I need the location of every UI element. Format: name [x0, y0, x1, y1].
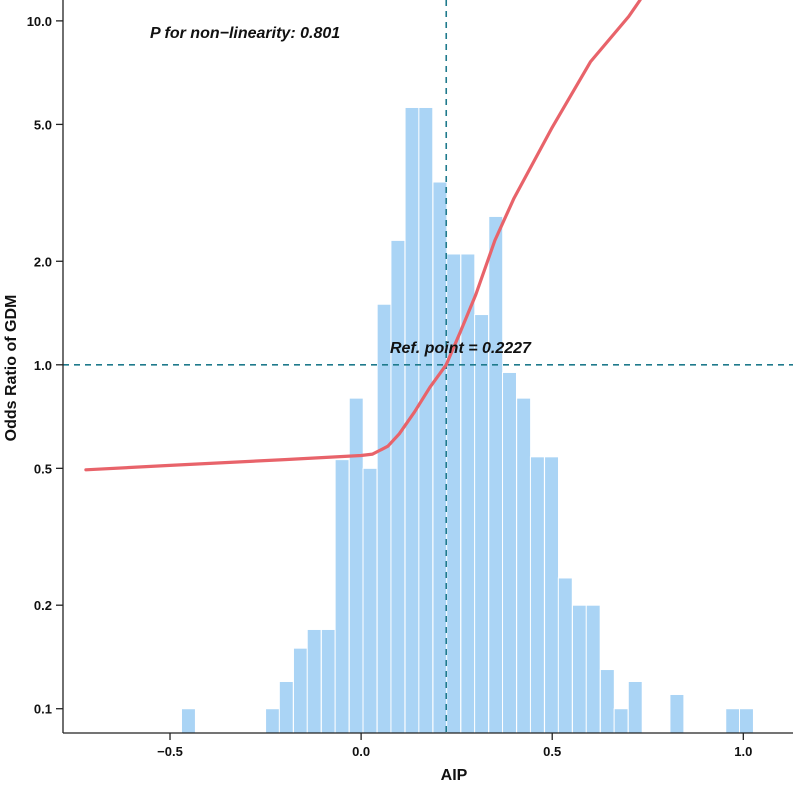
y-axis-title: Odds Ratio of GDM: [3, 295, 20, 442]
x-axis-title: AIP: [441, 767, 468, 784]
histogram-bar: [557, 577, 573, 734]
x-axis-ticks: −0.5 0.0 0.5 1.0: [157, 733, 752, 759]
x-tick-label: 0.5: [543, 744, 561, 759]
histogram-bar: [376, 303, 392, 734]
histogram-bar: [474, 314, 490, 734]
y-tick-label: 0.1: [34, 702, 52, 717]
histogram-bar: [348, 397, 364, 734]
histogram-bar: [502, 371, 517, 734]
odds-ratio-curve: [84, 0, 642, 472]
y-axis-ticks: 0.1 0.2 0.5 1.0 2.0 5.0 10.0: [27, 14, 63, 717]
histogram-bar: [334, 459, 350, 734]
histogram-bar: [446, 253, 462, 734]
histogram-bar: [362, 467, 378, 734]
x-tick-label: −0.5: [157, 744, 183, 759]
histogram-bar: [669, 693, 685, 734]
histogram-bar: [613, 708, 629, 734]
histogram-bar: [278, 680, 294, 734]
y-tick-label: 5.0: [34, 117, 52, 132]
y-tick-label: 0.2: [34, 598, 52, 613]
x-tick-label: 0.0: [352, 744, 370, 759]
histogram-bar: [627, 680, 643, 734]
y-tick-label: 0.5: [34, 461, 52, 476]
histogram-bar: [725, 708, 741, 734]
histogram-bar: [306, 628, 322, 734]
histogram-bar: [432, 181, 448, 734]
y-tick-label: 2.0: [34, 254, 52, 269]
histogram-bar: [390, 239, 406, 734]
x-tick-label: 1.0: [734, 744, 752, 759]
histogram-bar: [738, 708, 754, 734]
histogram-bar: [516, 397, 532, 734]
histogram-bar: [292, 647, 308, 734]
histogram-bars: [180, 106, 754, 734]
histogram-bar: [599, 669, 615, 734]
y-tick-label: 10.0: [27, 14, 52, 29]
histogram-bar: [488, 215, 504, 734]
histogram-bar: [418, 106, 434, 734]
histogram-bar: [544, 456, 560, 734]
histogram-bar: [529, 456, 545, 734]
axes: [62, 0, 793, 734]
histogram-bar: [585, 604, 601, 734]
histogram-bar: [320, 628, 336, 734]
y-tick-label: 1.0: [34, 358, 52, 373]
p-nonlinearity-annotation: P for non−linearity: 0.801: [150, 25, 340, 42]
ref-point-annotation: Ref. point = 0.2227: [390, 340, 532, 357]
histogram-bar: [265, 708, 281, 734]
histogram-bar: [571, 604, 587, 734]
histogram-bar: [180, 708, 196, 734]
